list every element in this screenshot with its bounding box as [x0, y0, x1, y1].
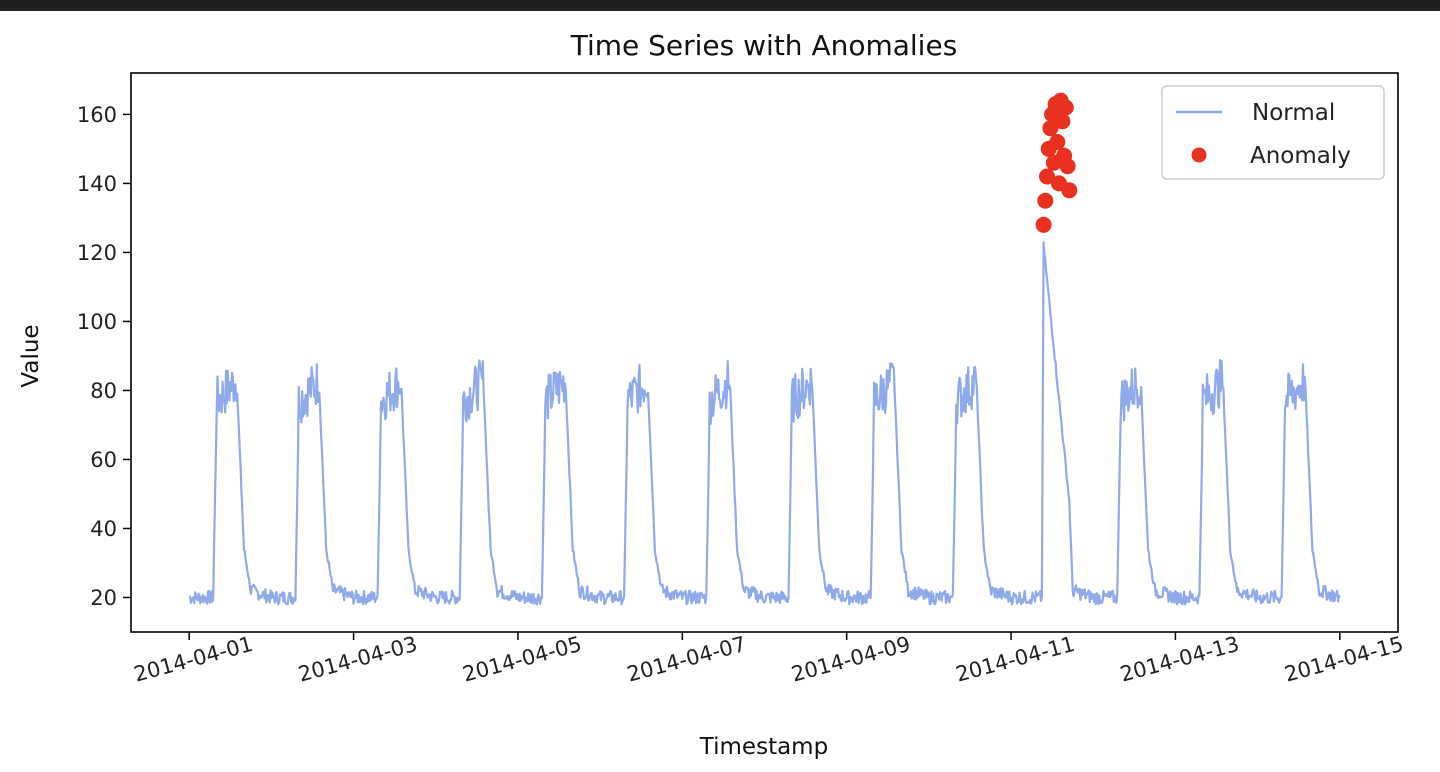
chart-title: Time Series with Anomalies	[570, 29, 958, 62]
anomaly-point-15	[1061, 182, 1078, 199]
y-axis-title: Value	[18, 324, 44, 387]
y-tick-label-120: 120	[77, 241, 117, 265]
chart: Time Series with Anomalies 20 40 60 80 100 12…	[0, 11, 1440, 772]
x-tick-label-2014-04-13: 2014-04-13	[1118, 632, 1242, 687]
x-tick-label-2014-04-01: 2014-04-01	[131, 632, 255, 687]
x-axis-title: Timestamp	[699, 734, 828, 760]
anomaly-point-11	[1054, 113, 1071, 130]
x-tick-label-2014-04-09: 2014-04-09	[789, 632, 913, 687]
x-tick-label-2014-04-05: 2014-04-05	[460, 632, 584, 687]
x-tick-label-2014-04-15: 2014-04-15	[1282, 632, 1406, 687]
anomaly-point-8	[1049, 134, 1066, 150]
anomaly-point-14	[1059, 158, 1076, 175]
plot-frame	[130, 72, 1399, 633]
y-tick-label-100: 100	[77, 310, 117, 334]
y-tick-label-160: 160	[77, 103, 117, 127]
x-tick-label-2014-04-11: 2014-04-11	[953, 632, 1077, 687]
anomaly-point-13	[1057, 99, 1074, 116]
anomaly-point-1	[1037, 192, 1054, 209]
anomaly-point-0	[1035, 216, 1052, 233]
chart-svg: Time Series with Anomalies 20 40 60 80 100 12…	[18, 29, 1406, 760]
anomaly-point-4	[1042, 120, 1059, 137]
series-layer	[188, 92, 1341, 606]
legend-swatch-anomaly	[1191, 147, 1207, 163]
series-normal-line	[188, 241, 1341, 606]
legend-label-anomaly: Anomaly	[1250, 143, 1351, 169]
y-tick-label-140: 140	[77, 172, 117, 196]
x-tick-label-2014-04-07: 2014-04-07	[624, 632, 748, 687]
x-tick-label-2014-04-03: 2014-04-03	[296, 632, 420, 687]
series-anomaly-points	[1035, 92, 1078, 233]
y-tick-label-80: 80	[90, 379, 117, 403]
legend-label-normal: Normal	[1252, 100, 1335, 126]
y-axis: 20 40 60 80 100 120 140 160	[77, 103, 131, 610]
series-normal-line-group	[188, 241, 1341, 606]
legend: Normal Anomaly	[1161, 85, 1385, 180]
legend-box	[1161, 85, 1385, 180]
y-tick-label-40: 40	[90, 517, 117, 541]
x-axis: 2014-04-01 2014-04-03 2014-04-05 2014-04-07…	[131, 632, 1406, 687]
y-tick-label-20: 20	[90, 586, 117, 610]
window-top-bar	[0, 0, 1440, 11]
anomaly-point-2	[1039, 168, 1055, 185]
y-tick-label-60: 60	[90, 448, 117, 472]
